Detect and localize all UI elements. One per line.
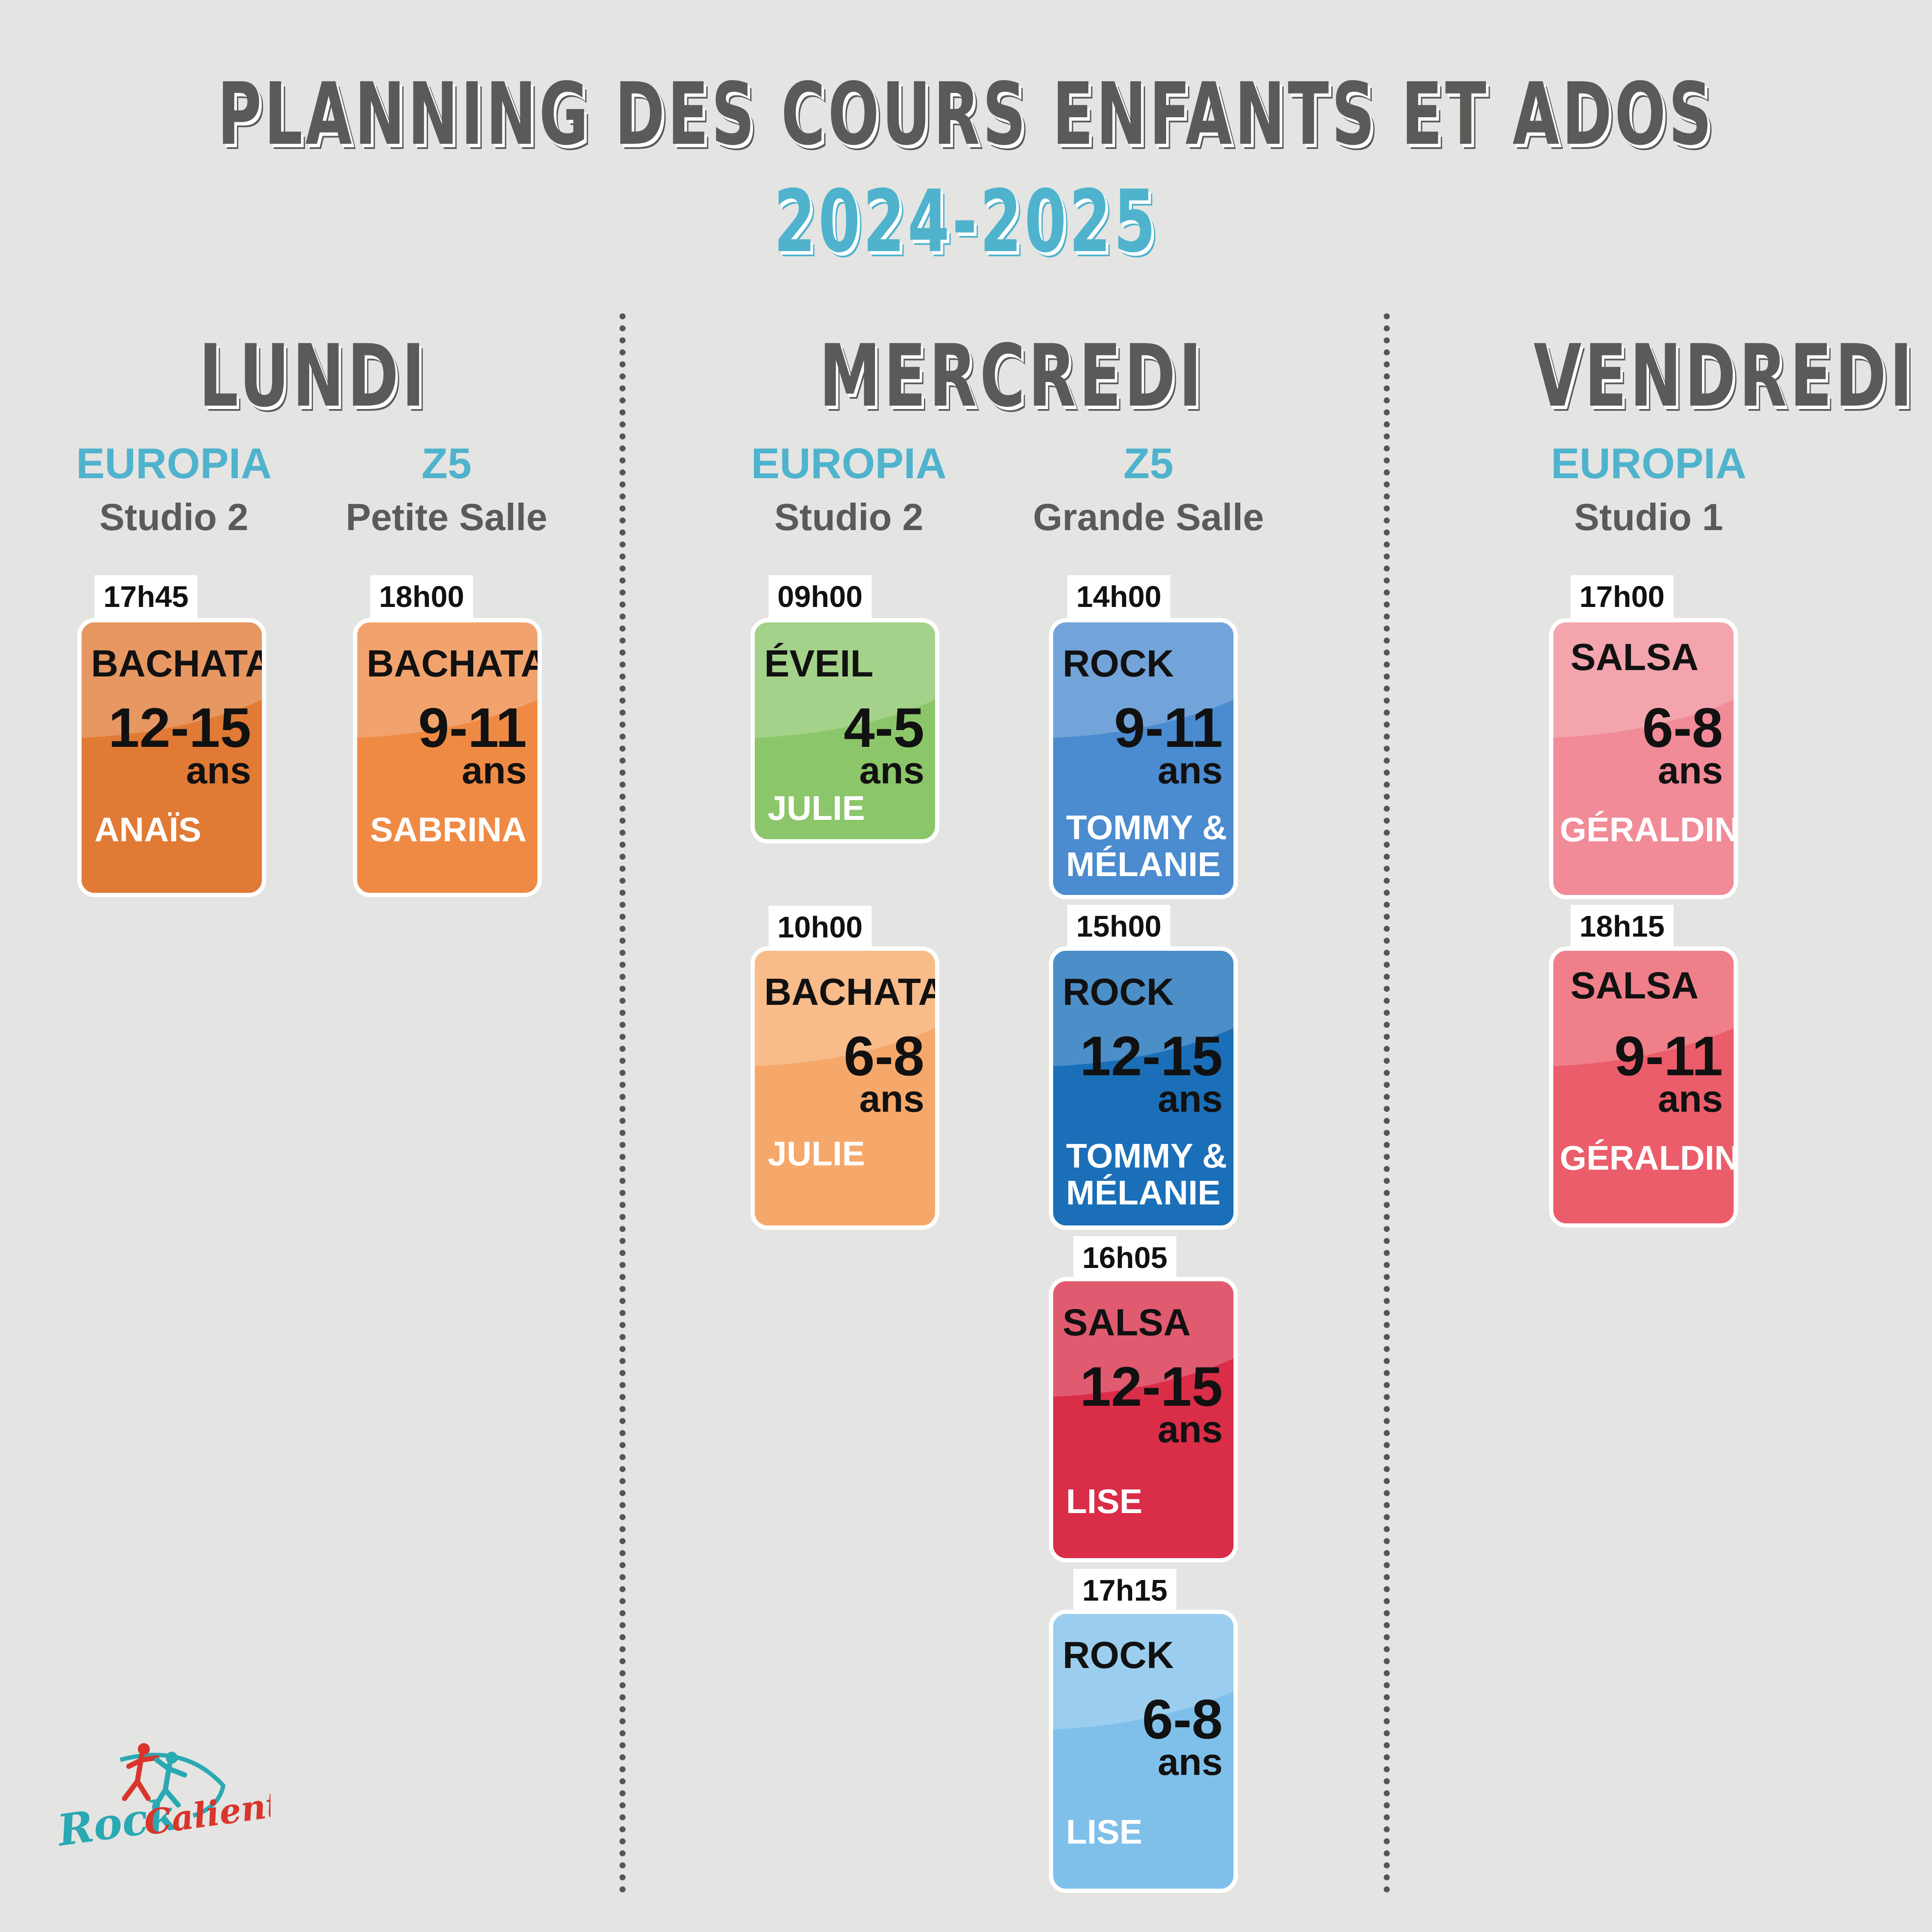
class-time: 16h05	[1073, 1236, 1176, 1279]
class-time: 17h00	[1571, 575, 1674, 618]
venue-name: Z5	[421, 440, 472, 488]
venue-name: EUROPIA	[751, 440, 947, 488]
class-card: SALSA 9-11 ans GÉRALDINE	[1549, 946, 1738, 1228]
class-age: 9-11	[418, 696, 527, 759]
venue-room: Petite Salle	[346, 496, 547, 538]
class-age-unit: ans	[1157, 749, 1223, 792]
venue-header: EUROPIA Studio 2	[24, 436, 324, 543]
class-age-unit: ans	[462, 749, 527, 792]
venue-header: EUROPIA Studio 2	[699, 436, 999, 543]
class-teacher: LISE	[1066, 1482, 1142, 1520]
class-teacher: TOMMY & MÉLANIE	[1066, 1137, 1227, 1212]
day-header-lundi: LUNDI	[199, 326, 428, 426]
class-dance: ROCK	[1063, 971, 1174, 1013]
class-teacher: TOMMY & MÉLANIE	[1066, 808, 1227, 883]
class-time: 15h00	[1067, 905, 1170, 948]
venue-room: Studio 1	[1574, 496, 1723, 538]
class-age: 6-8	[844, 1025, 924, 1087]
class-teacher: SABRINA	[370, 810, 527, 849]
class-age-unit: ans	[859, 749, 924, 792]
venue-name: EUROPIA	[1551, 440, 1747, 488]
class-dance: BACHATA	[367, 642, 542, 685]
class-age: 6-8	[1142, 1688, 1223, 1750]
venue-room: Studio 2	[99, 496, 249, 538]
class-card: BACHATA 9-11 ans SABRINA	[353, 618, 542, 897]
class-card: BACHATA 6-8 ans JULIE	[750, 946, 939, 1230]
class-card: ROCK 6-8 ans LISE	[1049, 1610, 1238, 1893]
class-age-unit: ans	[186, 749, 251, 792]
class-card: SALSA 12-15 ans LISE	[1049, 1277, 1238, 1562]
column-divider	[1384, 313, 1390, 1893]
class-age: 6-8	[1642, 696, 1723, 759]
class-dance: BACHATA	[91, 642, 266, 685]
class-age: 4-5	[844, 696, 924, 759]
class-teacher: JULIE	[768, 789, 865, 827]
venue-name: EUROPIA	[76, 440, 272, 488]
dancers-icon: Rock Caliente	[53, 1743, 306, 1856]
svg-text:Caliente: Caliente	[142, 1781, 270, 1843]
venue-name: Z5	[1123, 440, 1174, 488]
class-dance: ROCK	[1063, 1634, 1174, 1676]
class-dance: ROCK	[1063, 642, 1174, 685]
page-subtitle: 2024-2025	[774, 172, 1158, 272]
class-age-unit: ans	[1157, 1408, 1223, 1450]
class-dance: SALSA	[1571, 964, 1699, 1007]
class-age-unit: ans	[1658, 749, 1723, 792]
page-title: PLANNING DES COURS ENFANTS ET ADOS	[217, 64, 1715, 164]
class-dance: ÉVEIL	[764, 642, 874, 685]
venue-header: Z5 Grande Salle	[998, 436, 1299, 543]
day-header-mercredi: MERCREDI	[819, 326, 1205, 426]
class-age-unit: ans	[1157, 1741, 1223, 1783]
class-teacher: JULIE	[768, 1134, 865, 1173]
class-age: 12-15	[1080, 1025, 1223, 1087]
class-age-unit: ans	[1157, 1077, 1223, 1120]
day-header-vendredi: VENDREDI	[1534, 326, 1916, 426]
class-teacher: LISE	[1066, 1813, 1142, 1851]
class-age-unit: ans	[859, 1077, 924, 1120]
class-age: 9-11	[1614, 1025, 1723, 1087]
class-age: 12-15	[108, 696, 252, 759]
class-card: SALSA 6-8 ans GÉRALDINE	[1549, 618, 1738, 899]
venue-header: Z5 Petite Salle	[296, 436, 597, 543]
class-time: 17h15	[1073, 1569, 1176, 1612]
class-time: 17h45	[94, 575, 197, 618]
venue-room: Grande Salle	[1033, 496, 1264, 538]
class-dance: SALSA	[1063, 1301, 1191, 1344]
class-card: ÉVEIL 4-5 ans JULIE	[750, 618, 939, 843]
class-age: 12-15	[1080, 1355, 1223, 1418]
class-teacher: ANAÏS	[94, 810, 201, 849]
class-time: 09h00	[769, 575, 872, 618]
class-time: 14h00	[1067, 575, 1170, 618]
class-dance: SALSA	[1571, 636, 1699, 678]
class-card: ROCK 9-11 ans TOMMY & MÉLANIE	[1049, 618, 1238, 899]
venue-room: Studio 2	[774, 496, 923, 538]
class-teacher: GÉRALDINE	[1560, 810, 1738, 849]
class-age-unit: ans	[1658, 1077, 1723, 1120]
class-time: 18h15	[1571, 905, 1674, 948]
class-age: 9-11	[1114, 696, 1223, 759]
class-card: BACHATA 12-15 ans ANAÏS	[77, 618, 266, 897]
venue-header: EUROPIA Studio 1	[1498, 436, 1799, 543]
class-time: 18h00	[370, 575, 473, 618]
class-dance: BACHATA	[764, 971, 939, 1013]
rock-caliente-logo: Rock Caliente	[53, 1734, 306, 1863]
class-teacher: GÉRALDINE	[1560, 1139, 1738, 1177]
column-divider	[620, 313, 626, 1893]
class-time: 10h00	[769, 906, 872, 949]
class-card: ROCK 12-15 ans TOMMY & MÉLANIE	[1049, 946, 1238, 1230]
